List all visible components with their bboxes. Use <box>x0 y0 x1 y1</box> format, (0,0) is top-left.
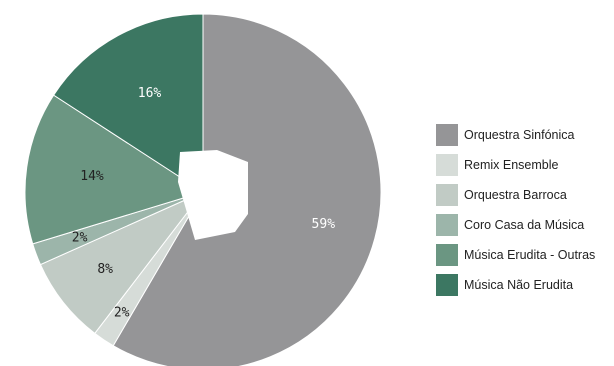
legend-label: Música Erudita - Outras <box>464 248 596 262</box>
legend-swatch <box>436 274 458 296</box>
slice-label-orquestra-sinfonica: 59% <box>312 217 336 232</box>
pie-slice-musica-erudita-outras <box>24 94 205 245</box>
slice-label-musica-nao-erudita: 16% <box>138 86 162 101</box>
pie-slice-musica-nao-erudita <box>52 13 204 193</box>
legend-label: Orquestra Barroca <box>464 188 567 202</box>
legend-item-coro-casa-da-musica: Coro Casa da Música <box>436 214 595 236</box>
slice-label-musica-erudita-outras: 14% <box>80 169 104 184</box>
legend-swatch <box>436 244 458 266</box>
legend-swatch <box>436 184 458 206</box>
legend-item-orquestra-barroca: Orquestra Barroca <box>436 184 595 206</box>
legend-label: Orquestra Sinfónica <box>464 128 575 142</box>
legend-label: Coro Casa da Música <box>464 218 585 232</box>
legend-swatch <box>436 214 458 236</box>
slice-label-remix-ensemble: 2% <box>114 306 130 321</box>
slice-label-orquestra-barroca: 8% <box>97 262 113 277</box>
legend-item-musica-nao-erudita: Música Não Erudita <box>436 274 595 296</box>
legend-label: Remix Ensemble <box>464 158 559 172</box>
legend-item-musica-erudita-outras: Música Erudita - Outras <box>436 244 595 266</box>
legend-item-remix-ensemble: Remix Ensemble <box>436 154 595 176</box>
legend-swatch <box>436 124 458 146</box>
slice-label-coro-casa-da-musica: 2% <box>72 231 88 246</box>
center-cutout <box>178 150 248 240</box>
legend: Orquestra Sinfónica Remix Ensemble Orque… <box>436 124 595 304</box>
legend-swatch <box>436 154 458 176</box>
legend-label: Música Não Erudita <box>464 278 574 292</box>
legend-item-orquestra-sinfonica: Orquestra Sinfónica <box>436 124 595 146</box>
